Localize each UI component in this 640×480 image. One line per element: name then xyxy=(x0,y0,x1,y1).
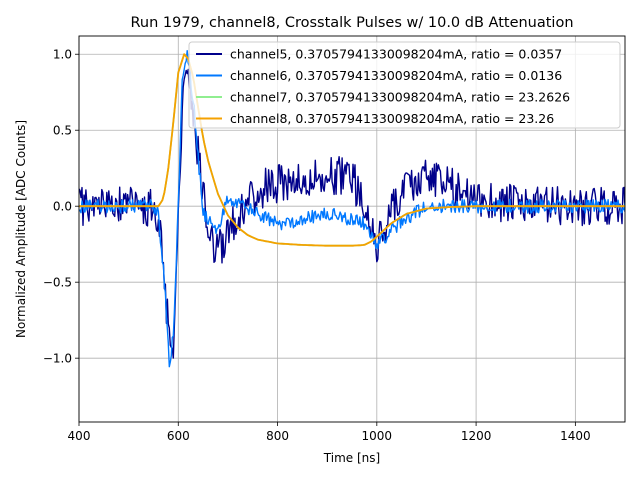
chart-title: Run 1979, channel8, Crosstalk Pulses w/ … xyxy=(130,15,573,31)
x-axis-label: Time [ns] xyxy=(323,451,380,465)
x-tick-label: 600 xyxy=(167,429,190,443)
series-line-2 xyxy=(79,50,625,368)
legend: channel5, 0.37057941330098204mA, ratio =… xyxy=(188,41,621,129)
plot-frame xyxy=(78,35,626,423)
y-tick-label: −0.5 xyxy=(43,276,72,290)
y-tick-label: 0.5 xyxy=(53,124,72,138)
x-tick-label: 1000 xyxy=(362,429,393,443)
x-tick-label: 800 xyxy=(266,429,289,443)
y-tick-label: 1.0 xyxy=(53,48,72,62)
y-tick-label: −1.0 xyxy=(43,352,72,366)
y-tick-label: 0.0 xyxy=(53,200,72,214)
legend-label-2: channel6, 0.37057941330098204mA, ratio =… xyxy=(230,68,562,83)
series-line-1 xyxy=(79,67,625,359)
y-axis: −1.0 −0.5 0.0 0.5 1.0 xyxy=(43,48,79,366)
series-line-4 xyxy=(79,53,625,247)
x-tick-label: 1200 xyxy=(461,429,492,443)
legend-label-3: channel7, 0.37057941330098204mA, ratio =… xyxy=(230,90,570,105)
legend-label-1: channel5, 0.37057941330098204mA, ratio =… xyxy=(230,47,562,62)
x-tick-label: 400 xyxy=(68,429,91,443)
legend-box xyxy=(188,41,621,129)
x-tick-label: 1400 xyxy=(560,429,591,443)
legend-label-4: channel8, 0.37057941330098204mA, ratio =… xyxy=(230,111,554,126)
series-group xyxy=(79,50,625,368)
x-axis: 400 600 800 1000 1200 1400 xyxy=(68,422,591,443)
y-axis-label: Normalized Amplitude [ADC Counts] xyxy=(14,120,28,338)
